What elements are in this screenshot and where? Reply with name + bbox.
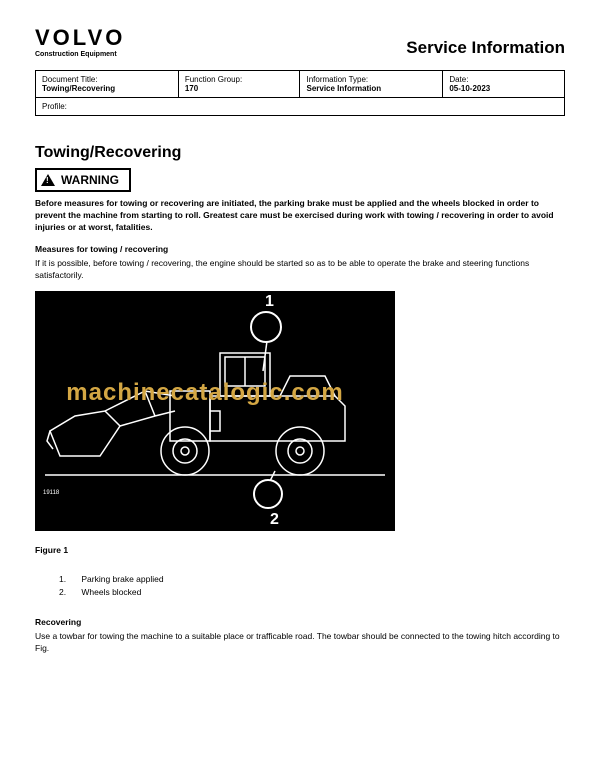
brand-logo: VOLVO [35, 25, 125, 51]
warning-label: WARNING [61, 173, 119, 187]
info-type-value: Service Information [306, 84, 436, 93]
figure-callout-2: 2 [270, 511, 279, 529]
profile-label: Profile: [42, 102, 67, 111]
recovering-heading: Recovering [35, 617, 565, 627]
function-group-label: Function Group: [185, 75, 242, 84]
metadata-table: Document Title: Towing/Recovering Functi… [35, 70, 565, 116]
info-type-label: Information Type: [306, 75, 368, 84]
warning-triangle-icon [41, 174, 55, 186]
measures-body: If it is possible, before towing / recov… [35, 258, 565, 282]
warning-body: Before measures for towing or recovering… [35, 198, 565, 234]
callout-circle-1 [250, 311, 282, 343]
figure-legend: 1. Parking brake applied 2. Wheels block… [59, 573, 565, 599]
function-group-value: 170 [185, 84, 294, 93]
figure-caption: Figure 1 [35, 545, 565, 555]
legend-num: 2. [59, 586, 79, 599]
legend-num: 1. [59, 573, 79, 586]
loader-illustration [45, 341, 385, 481]
doc-title-label: Document Title: [42, 75, 98, 84]
measures-heading: Measures for towing / recovering [35, 244, 565, 254]
recovering-body: Use a towbar for towing the machine to a… [35, 631, 565, 655]
brand-block: VOLVO Construction Equipment [35, 25, 125, 58]
legend-text: Parking brake applied [81, 574, 163, 584]
brand-subtitle: Construction Equipment [35, 51, 125, 58]
figure-1: 1 [35, 291, 395, 531]
date-label: Date: [449, 75, 468, 84]
page-title: Service Information [406, 38, 565, 58]
page-header: VOLVO Construction Equipment Service Inf… [35, 25, 565, 58]
legend-item: 2. Wheels blocked [59, 586, 565, 599]
figure-reference-number: 19118 [43, 490, 59, 496]
section-title: Towing/Recovering [35, 144, 565, 162]
watermark-text: machinecatalogic.com [25, 379, 385, 407]
callout-circle-2 [253, 479, 283, 509]
figure-callout-1: 1 [265, 293, 274, 311]
legend-item: 1. Parking brake applied [59, 573, 565, 586]
legend-text: Wheels blocked [81, 587, 141, 597]
warning-box: WARNING [35, 168, 131, 192]
doc-title-value: Towing/Recovering [42, 84, 172, 93]
date-value: 05-10-2023 [449, 84, 558, 93]
